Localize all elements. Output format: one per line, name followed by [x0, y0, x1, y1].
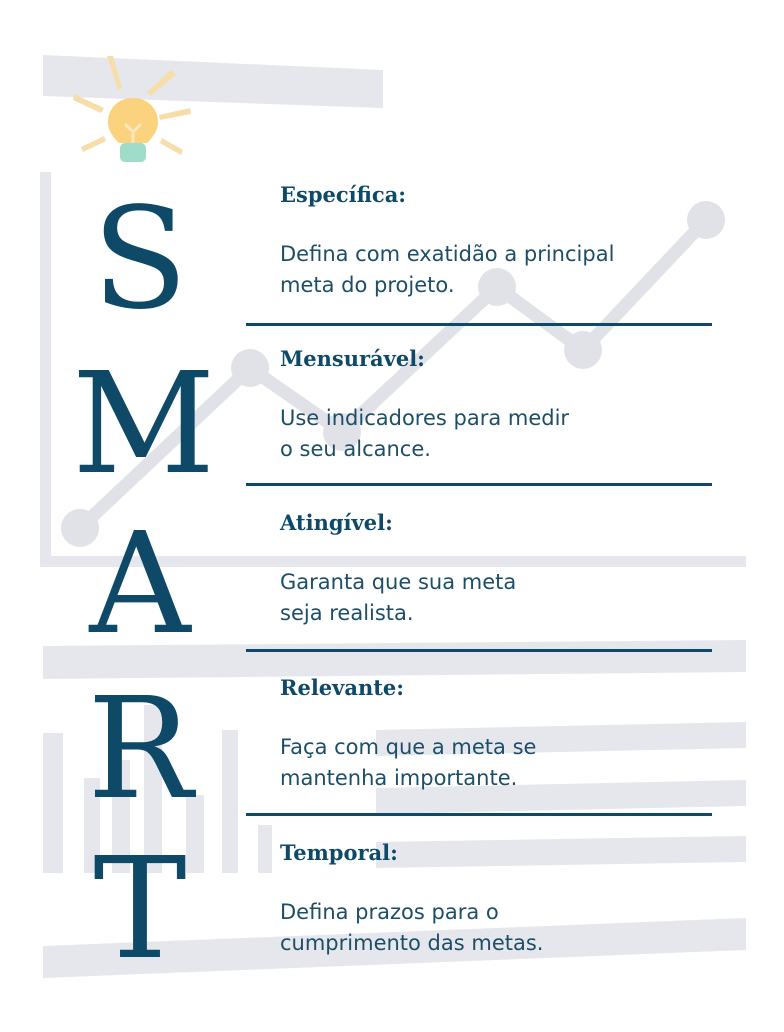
criterion-description: Use indicadores para medir o seu alcance. — [280, 403, 690, 465]
description-line-1: Faça com que a meta se — [280, 735, 537, 759]
description-line-1: Defina com exatidão a principal — [280, 242, 615, 266]
chart-y-axis — [40, 172, 51, 567]
description-line-2: cumprimento das metas. — [280, 931, 544, 955]
description-line-1: Garanta que sua meta — [280, 570, 517, 594]
criterion-atingivel: Atingível: Garanta que sua meta seja real… — [280, 509, 720, 629]
divider-4 — [246, 813, 712, 816]
acronym-letter-a: A — [89, 503, 191, 666]
description-line-1: Use indicadores para medir — [280, 406, 570, 430]
criterion-title: Mensurável: — [280, 346, 425, 371]
lightbulb-icon — [73, 56, 191, 162]
criterion-description: Garanta que sua meta seja realista. — [280, 567, 690, 629]
acronym-letter-t: T — [93, 828, 187, 991]
criterion-mensuravel: Mensurável: Use indicadores para medir o … — [280, 345, 720, 465]
acronym-letter-s: S — [92, 178, 188, 341]
divider-1 — [246, 323, 712, 326]
criterion-description: Faça com que a meta se mantenha important… — [280, 732, 690, 794]
criterion-description: Defina com exatidão a principal meta do p… — [280, 239, 690, 301]
divider-3 — [246, 649, 712, 652]
chart-x-axis — [40, 556, 746, 567]
criterion-title: Relevante: — [280, 675, 405, 700]
acronym-letter-m: M — [72, 343, 216, 506]
description-line-2: seja realista. — [280, 601, 414, 625]
description-line-1: Defina prazos para o — [280, 900, 499, 924]
line-chart-icon — [61, 201, 725, 547]
bar-chart-decoration — [43, 705, 272, 873]
description-line-2: o seu alcance. — [280, 437, 431, 461]
bar-band-2 — [376, 780, 746, 814]
bar-band-3 — [376, 836, 746, 868]
description-line-2: mantenha importante. — [280, 766, 518, 790]
description-line-2: meta do projeto. — [280, 273, 455, 297]
bar-band-1 — [376, 722, 746, 756]
criterion-description: Defina prazos para o cumprimento das meta… — [280, 897, 690, 959]
criterion-title: Específica: — [280, 182, 407, 207]
criterion-title: Atingível: — [280, 510, 393, 535]
divider-2 — [246, 483, 712, 486]
criterion-especifica: Específica: Defina com exatidão a princi… — [280, 181, 720, 301]
bottom-background-band — [43, 918, 746, 978]
top-background-band — [43, 55, 383, 108]
criterion-relevante: Relevante: Faça com que a meta se mantenh… — [280, 674, 720, 794]
criterion-temporal: Temporal: Defina prazos para o cumpriment… — [280, 839, 720, 959]
acronym-letter-r: R — [87, 668, 193, 831]
criterion-title: Temporal: — [280, 840, 398, 865]
